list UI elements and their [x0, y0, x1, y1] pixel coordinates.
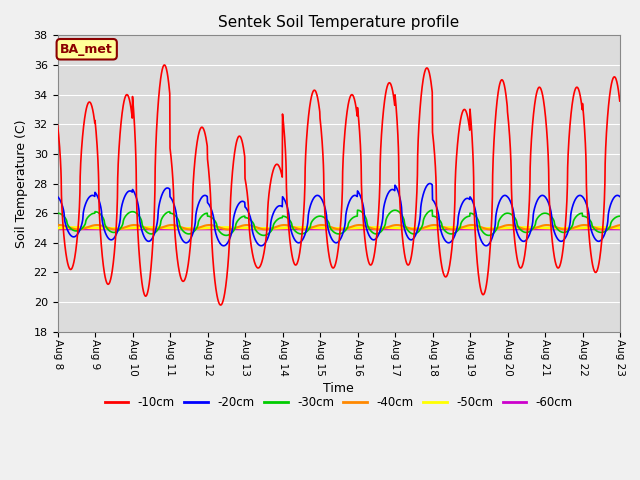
-20cm — [355, 191, 363, 196]
-20cm — [54, 194, 61, 200]
-30cm — [354, 207, 362, 213]
-10cm — [502, 96, 510, 102]
-20cm — [502, 193, 510, 199]
-20cm — [257, 243, 265, 249]
-20cm — [211, 221, 218, 227]
-10cm — [566, 116, 574, 122]
-20cm — [582, 200, 590, 206]
-50cm — [355, 225, 363, 231]
-10cm — [217, 302, 225, 308]
Text: BA_met: BA_met — [60, 43, 113, 56]
-20cm — [426, 180, 434, 186]
-60cm — [211, 227, 218, 232]
-50cm — [616, 225, 623, 231]
-30cm — [355, 208, 363, 214]
-50cm — [368, 225, 376, 230]
-40cm — [368, 226, 376, 231]
-10cm — [161, 62, 168, 68]
X-axis label: Time: Time — [323, 382, 354, 395]
-50cm — [582, 225, 590, 231]
-30cm — [616, 213, 623, 219]
-50cm — [566, 226, 574, 231]
-60cm — [566, 227, 574, 232]
-10cm — [616, 98, 623, 104]
-20cm — [616, 193, 623, 199]
-30cm — [502, 210, 510, 216]
-20cm — [367, 236, 375, 241]
-30cm — [368, 229, 376, 235]
-50cm — [211, 225, 219, 230]
-30cm — [54, 210, 61, 216]
Line: -20cm: -20cm — [58, 183, 620, 246]
Line: -10cm: -10cm — [58, 65, 620, 305]
-50cm — [54, 225, 61, 231]
-50cm — [110, 226, 118, 231]
-40cm — [54, 222, 61, 228]
-40cm — [582, 222, 590, 228]
-10cm — [355, 125, 363, 131]
-60cm — [502, 227, 510, 232]
-50cm — [72, 225, 80, 230]
-10cm — [582, 163, 590, 169]
-30cm — [566, 226, 574, 231]
Y-axis label: Soil Temperature (C): Soil Temperature (C) — [15, 119, 28, 248]
-20cm — [566, 215, 574, 220]
-40cm — [56, 222, 63, 228]
-40cm — [355, 222, 363, 228]
-40cm — [502, 222, 510, 228]
-30cm — [223, 232, 230, 238]
Line: -40cm: -40cm — [58, 225, 620, 229]
Legend: -10cm, -20cm, -30cm, -40cm, -50cm, -60cm: -10cm, -20cm, -30cm, -40cm, -50cm, -60cm — [100, 391, 577, 413]
-60cm — [54, 227, 61, 232]
-10cm — [54, 122, 61, 128]
-60cm — [367, 227, 375, 232]
Title: Sentek Soil Temperature profile: Sentek Soil Temperature profile — [218, 15, 460, 30]
-10cm — [211, 275, 218, 281]
-40cm — [566, 226, 574, 232]
-40cm — [616, 222, 623, 228]
-60cm — [616, 227, 623, 232]
-30cm — [582, 214, 590, 220]
-10cm — [368, 262, 376, 267]
-40cm — [74, 227, 82, 232]
-60cm — [355, 227, 363, 232]
-50cm — [502, 225, 510, 231]
-30cm — [211, 217, 218, 223]
-60cm — [582, 227, 589, 232]
Line: -30cm: -30cm — [58, 210, 620, 235]
-40cm — [211, 223, 219, 229]
